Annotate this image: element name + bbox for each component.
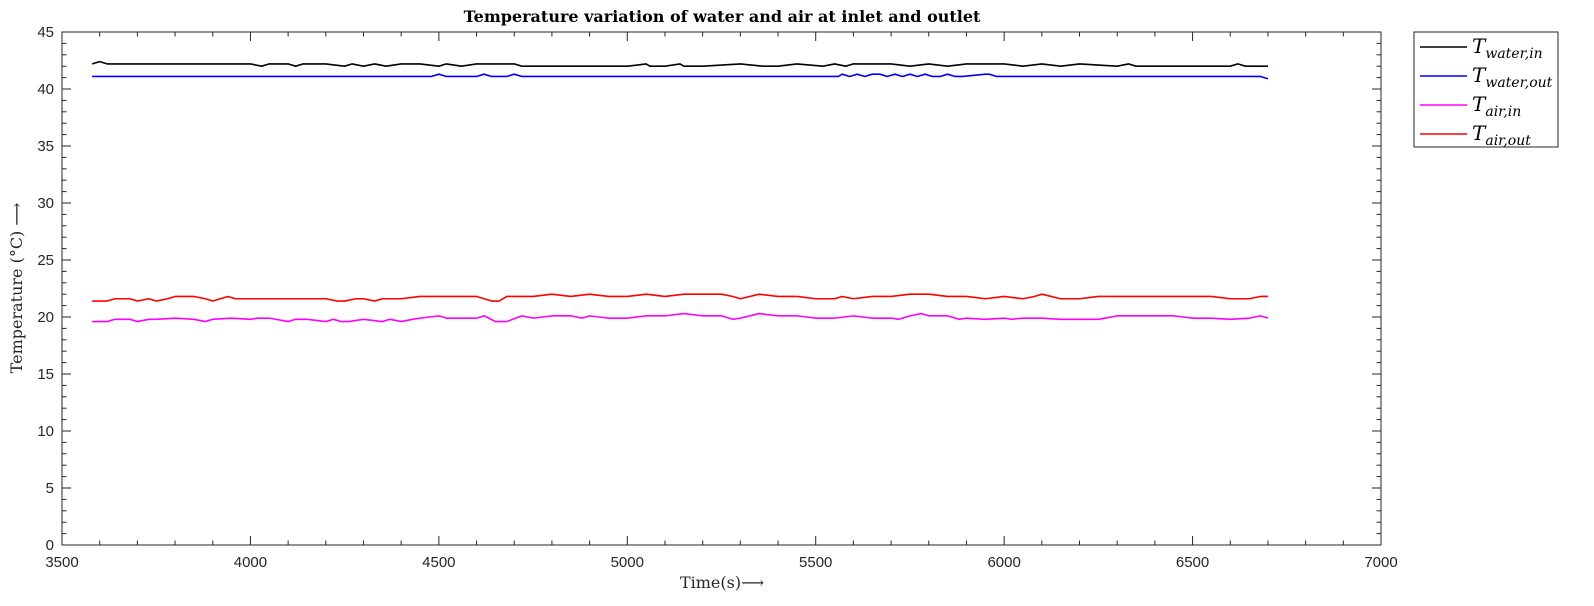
x-tick-label: 6500 xyxy=(1176,554,1209,571)
legend-label-subscript: air,in xyxy=(1485,104,1521,120)
legend-label-1: Twater,out xyxy=(1472,63,1553,91)
legend-label-subscript: water,in xyxy=(1485,46,1542,62)
legend-label-0: Twater,in xyxy=(1472,34,1543,62)
y-axis-label: Temperature (°C) ⟶ xyxy=(7,203,26,374)
legend-label-main: T xyxy=(1472,34,1487,58)
legend-box xyxy=(1413,31,1559,148)
chart-title: Temperature variation of water and air a… xyxy=(464,7,981,26)
legend-label-2: Tair,in xyxy=(1472,92,1521,120)
y-tick-label: 5 xyxy=(46,480,54,497)
series-line-2 xyxy=(92,312,1269,323)
x-tick-label: 6000 xyxy=(987,554,1020,571)
y-axis: 0 5 10 15 20 25 30 35 40 45 xyxy=(37,24,1381,554)
series-line-1 xyxy=(92,73,1269,80)
y-tick-label: 35 xyxy=(37,138,54,155)
series-line-0 xyxy=(91,60,1268,67)
plot-frame xyxy=(61,31,1382,546)
legend-label-3: Tair,out xyxy=(1472,121,1531,149)
y-tick-label: 30 xyxy=(37,195,54,212)
x-tick-label: 5000 xyxy=(611,554,644,571)
x-axis-label: Time(s)⟶ xyxy=(680,573,764,592)
legend-label-main: T xyxy=(1472,121,1487,145)
y-tick-label: 10 xyxy=(37,423,54,440)
plot-area xyxy=(61,31,1382,546)
y-tick-label: 25 xyxy=(37,252,54,269)
y-tick-label: 15 xyxy=(37,366,54,383)
y-tick-label: 40 xyxy=(37,81,54,98)
x-tick-label: 7000 xyxy=(1364,554,1397,571)
legend-label-main: T xyxy=(1472,63,1487,87)
y-tick-label: 20 xyxy=(37,309,54,326)
x-tick-label: 4500 xyxy=(422,554,455,571)
x-tick-label: 4000 xyxy=(234,554,267,571)
y-tick-label: 0 xyxy=(46,537,54,554)
x-axis: 3500 4000 4500 5000 5500 6000 6500 7000 xyxy=(45,32,1398,571)
x-tick-label: 3500 xyxy=(45,554,78,571)
series-line-3 xyxy=(92,293,1268,302)
legend-label-subscript: air,out xyxy=(1485,133,1531,149)
y-tick-label: 45 xyxy=(37,24,54,41)
x-tick-label: 5500 xyxy=(799,554,832,571)
series-lines xyxy=(91,60,1269,323)
legend-label-main: T xyxy=(1472,92,1487,116)
legend-label-subscript: water,out xyxy=(1485,75,1552,91)
